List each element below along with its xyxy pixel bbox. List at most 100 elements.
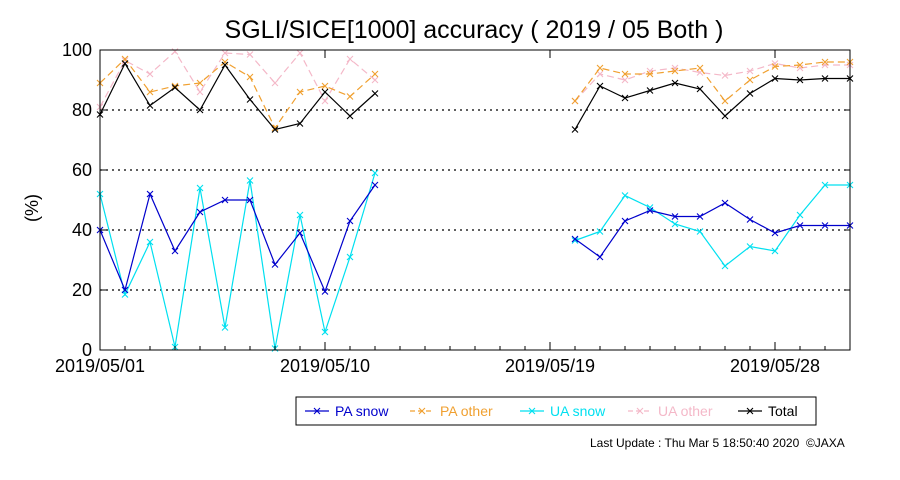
y-tick-label: 80 xyxy=(72,100,92,120)
data-point xyxy=(246,51,254,58)
data-point xyxy=(296,88,304,96)
data-point xyxy=(821,181,829,189)
x-ticks: 2019/05/01 2019/05/10 2019/05/19 2019/05/28 xyxy=(55,50,851,376)
data-point xyxy=(221,196,229,204)
data-point xyxy=(571,235,579,243)
data-point xyxy=(221,58,229,66)
series-line xyxy=(99,172,376,349)
data-point xyxy=(296,49,304,57)
y-axis-label: (%) xyxy=(22,194,42,222)
series-line xyxy=(99,62,376,131)
footer: Last Update : Thu Mar 5 18:50:40 2020 ©J… xyxy=(590,436,845,450)
gridlines xyxy=(100,109,850,291)
data-point xyxy=(221,49,229,57)
data-point xyxy=(746,76,754,84)
data-point xyxy=(671,220,679,228)
data-point xyxy=(271,124,279,132)
data-point xyxy=(171,48,179,55)
legend-item: Total xyxy=(738,403,798,419)
data-point xyxy=(296,120,304,127)
legend-marker xyxy=(418,407,426,415)
series-line xyxy=(99,50,376,108)
series-line xyxy=(574,202,850,258)
x-tick-label: 2019/05/19 xyxy=(505,356,595,376)
data-point xyxy=(721,112,729,120)
data-point xyxy=(171,84,179,91)
data-point xyxy=(621,217,629,225)
data-point xyxy=(721,97,729,105)
data-point xyxy=(771,229,779,237)
data-point xyxy=(821,61,829,69)
data-point xyxy=(771,247,779,255)
y-tick-label: 100 xyxy=(62,40,92,60)
data-point xyxy=(346,93,354,100)
legend-marker xyxy=(746,407,754,415)
data-point xyxy=(621,94,629,102)
data-point xyxy=(221,61,229,69)
series-line xyxy=(574,62,850,102)
data-point xyxy=(646,87,654,94)
data-point xyxy=(371,169,379,177)
data-point xyxy=(796,222,804,229)
series-group xyxy=(96,48,854,352)
y-tick-label: 20 xyxy=(72,280,92,300)
data-point xyxy=(821,75,829,82)
data-point xyxy=(671,64,679,72)
data-point xyxy=(696,213,704,220)
data-point xyxy=(146,70,154,78)
series-pa-other xyxy=(96,55,854,132)
data-point xyxy=(646,70,654,78)
data-point xyxy=(371,181,379,189)
data-point xyxy=(746,243,754,250)
data-point xyxy=(246,73,254,81)
data-point xyxy=(596,82,604,90)
data-point xyxy=(721,262,729,270)
series-line xyxy=(99,184,376,294)
legend-label: UA other xyxy=(658,403,713,419)
data-point xyxy=(746,90,754,97)
data-point xyxy=(321,82,329,90)
data-point xyxy=(746,67,754,75)
legend-label: PA snow xyxy=(335,403,389,419)
data-point xyxy=(221,324,229,331)
series-ua-other xyxy=(96,48,854,111)
data-point xyxy=(721,72,729,79)
data-point xyxy=(121,286,129,294)
data-point xyxy=(796,64,804,72)
series-line xyxy=(574,61,850,102)
data-point xyxy=(346,55,354,63)
series-line xyxy=(574,77,850,130)
data-point xyxy=(571,97,579,105)
data-point xyxy=(196,208,204,216)
data-point xyxy=(321,88,329,96)
legend-label: Total xyxy=(768,403,798,419)
data-point xyxy=(646,67,654,75)
data-point xyxy=(371,70,379,78)
copyright-text: ©JAXA xyxy=(805,436,845,450)
data-point xyxy=(621,76,629,84)
data-point xyxy=(646,204,654,211)
legend-marker xyxy=(313,407,321,415)
data-point xyxy=(621,70,629,78)
data-point xyxy=(146,102,154,109)
data-point xyxy=(796,211,804,219)
data-point xyxy=(596,228,604,235)
y-tick-label: 40 xyxy=(72,220,92,240)
x-tick-label: 2019/05/10 xyxy=(280,356,370,376)
series-line xyxy=(574,184,850,267)
series-pa-snow xyxy=(96,181,854,295)
data-point xyxy=(571,237,579,244)
legend-item: UA other xyxy=(628,403,713,419)
data-point xyxy=(321,328,329,336)
data-point xyxy=(196,88,204,96)
data-point xyxy=(821,58,829,66)
data-point xyxy=(271,261,279,268)
x-tick-label: 2019/05/01 xyxy=(55,356,145,376)
data-point xyxy=(246,96,254,103)
series-ua-snow xyxy=(96,169,854,352)
last-update-text: Last Update : Thu Mar 5 18:50:40 2020 xyxy=(590,436,800,450)
series-total xyxy=(96,60,854,133)
data-point xyxy=(371,90,379,97)
data-point xyxy=(771,63,779,70)
